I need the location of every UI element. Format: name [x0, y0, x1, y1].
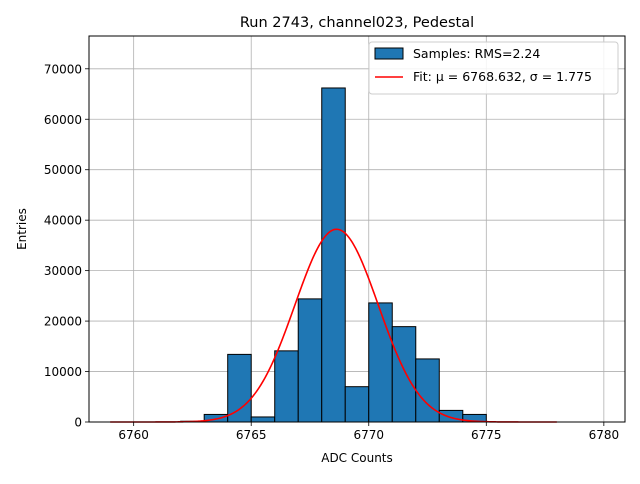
histogram-bar — [321, 87, 346, 423]
plot-frame — [88, 35, 626, 423]
histogram-bar — [297, 298, 323, 423]
y-tick-label: 20000 — [44, 315, 82, 329]
histogram-bar — [368, 302, 393, 423]
y-tick-label: 0 — [74, 416, 82, 430]
x-tick-label: 6770 — [353, 428, 384, 442]
legend: Samples: RMS=2.24 Fit: μ = 6768.632, σ =… — [368, 41, 619, 95]
histogram-bar — [438, 409, 464, 423]
x-axis-label: ADC Counts — [321, 451, 393, 465]
grid-layer — [89, 36, 625, 423]
y-tick-label: 10000 — [44, 365, 82, 379]
tick-layer: 6760 6765 6770 6775 6780 0 10000 20000 30000 4000… — [44, 62, 619, 442]
y-tick-label: 60000 — [44, 113, 82, 127]
histogram-bar — [227, 353, 252, 423]
x-tick-label: 6765 — [236, 428, 267, 442]
legend-histogram-swatch — [374, 47, 404, 60]
y-tick-label: 30000 — [44, 264, 82, 278]
legend-histogram-label: Samples: RMS=2.24 — [413, 46, 540, 61]
histogram-bar — [250, 416, 276, 423]
histogram-bar — [391, 326, 417, 423]
y-axis-label: Entries — [15, 208, 29, 250]
y-tick-label: 40000 — [44, 214, 82, 228]
x-tick-label: 6760 — [118, 428, 149, 442]
legend-fit-label: Fit: μ = 6768.632, σ = 1.775 — [413, 69, 592, 84]
y-tick-label: 50000 — [44, 163, 82, 177]
histogram-bar — [274, 350, 299, 423]
histogram-bar — [344, 386, 370, 423]
y-tick-label: 70000 — [44, 62, 82, 76]
x-tick-label: 6775 — [471, 428, 502, 442]
legend-box — [368, 41, 619, 95]
histogram-bar — [415, 358, 440, 423]
chart-title: Run 2743, channel023, Pedestal — [240, 15, 474, 31]
x-tick-label: 6780 — [589, 428, 620, 442]
